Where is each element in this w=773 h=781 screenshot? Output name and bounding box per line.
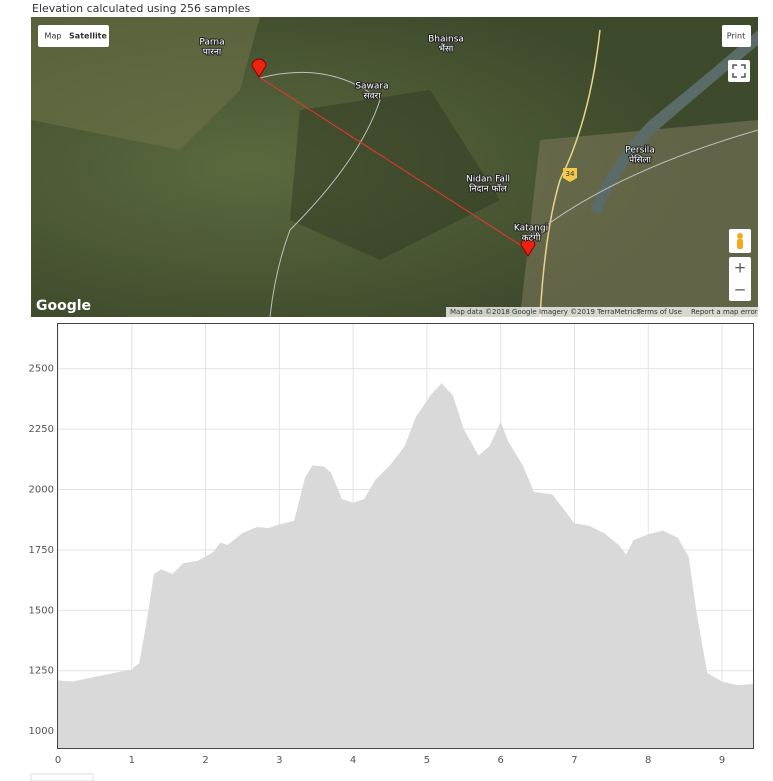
river [590,30,758,215]
y-tick-label: 1000 [29,726,54,737]
marker[interactable] [520,237,536,257]
path-line [258,76,529,251]
place-name-local: निदान फॉल [469,183,508,195]
map-button[interactable]: Map [45,32,62,41]
road-number: 34 [566,170,575,178]
road [259,71,381,318]
zoom-control [729,257,751,301]
pegman-icon [737,233,743,239]
place-name-local: पारना [203,48,222,58]
plot-border [57,323,754,749]
print-box [722,25,751,47]
y-tick-label: 1750 [29,545,54,556]
pegman-icon [737,239,743,249]
fullscreen-button[interactable] [728,60,750,82]
place-name: Bhainsa [428,35,464,45]
map[interactable]: Map Satellite Print + − Google Map data … [31,17,759,318]
x-tick-label: 1 [129,755,135,766]
terrain [31,17,260,150]
print-button[interactable]: Print [727,32,745,41]
y-tick-label: 1500 [29,605,54,616]
road [539,129,759,231]
google-logo: Google [36,298,91,314]
place-name-local: पेसिला [629,154,652,166]
y-tick-label: 2500 [29,364,54,375]
y-tick-label: 2250 [29,424,54,435]
satellite-button[interactable]: Satellite [69,32,107,41]
place-name: Parna [199,38,224,48]
place-name-local: भैंसा [439,43,454,55]
place-name: Sawara [355,82,388,92]
map-type-control [38,25,109,47]
x-tick-label: 4 [350,755,356,766]
zoom-in[interactable]: + [734,259,747,277]
terrain [520,120,758,317]
attribution: Map data ©2018 Google Imagery ©2019 Terr… [450,308,640,316]
zoom-out[interactable]: − [734,281,747,299]
terms-link[interactable]: Terms of Use [636,308,682,316]
x-tick-label: 0 [55,755,61,766]
x-tick-label: 5 [424,755,430,766]
road [539,29,601,318]
place-name: Nidan Fall [466,175,510,185]
button[interactable] [30,773,94,781]
report-link[interactable]: Report a map error [691,308,758,316]
x-tick-label: 9 [719,755,725,766]
x-tick-label: 8 [645,755,651,766]
x-tick-label: 6 [497,755,503,766]
elevation-area [58,383,753,748]
y-tick-label: 2000 [29,484,54,495]
marker[interactable] [251,58,267,78]
y-tick-label: 1250 [29,666,54,677]
place-name-local: कटंगी [522,232,542,244]
fullscreen-icon [732,64,746,78]
place-name: Katangi [514,224,548,234]
x-tick-label: 2 [202,755,208,766]
x-tick-label: 7 [571,755,577,766]
header-text: Elevation calculated using 256 samples [32,2,251,15]
x-tick-label: 3 [276,755,282,766]
place-name: Persila [625,146,655,156]
place-name-local: सवरा [363,92,381,102]
attribution-bar [446,307,758,317]
road-shield [563,168,577,182]
terrain [290,90,500,260]
